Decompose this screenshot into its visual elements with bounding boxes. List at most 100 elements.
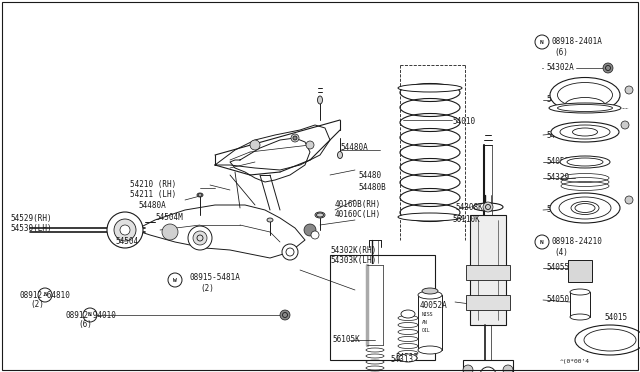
Circle shape [38, 288, 52, 302]
Text: ^(0*00'4: ^(0*00'4 [560, 359, 590, 365]
Circle shape [83, 308, 97, 322]
Bar [466, 265, 510, 280]
Text: OIL: OIL [422, 328, 431, 334]
Text: 40160B(RH): 40160B(RH) [335, 201, 381, 209]
Circle shape [107, 212, 143, 248]
Text: (4): (4) [554, 248, 568, 257]
Bar [330, 255, 435, 360]
Ellipse shape [549, 103, 621, 113]
Text: 54303K(LH): 54303K(LH) [330, 256, 376, 264]
Circle shape [463, 365, 473, 372]
Text: (6): (6) [554, 48, 568, 58]
Circle shape [291, 134, 299, 142]
Text: 08915-5481A: 08915-5481A [190, 273, 241, 282]
Polygon shape [230, 138, 310, 182]
Ellipse shape [418, 346, 442, 354]
Circle shape [193, 231, 207, 245]
Text: 40160C(LH): 40160C(LH) [335, 211, 381, 219]
Text: 54504: 54504 [115, 237, 138, 247]
Bar [568, 260, 592, 282]
Text: 54211 (LH): 54211 (LH) [130, 190, 176, 199]
Polygon shape [135, 205, 305, 258]
Ellipse shape [550, 193, 620, 223]
Ellipse shape [551, 122, 619, 142]
Text: 56110K: 56110K [452, 215, 480, 224]
Text: N: N [540, 240, 544, 244]
Text: 54010: 54010 [452, 118, 475, 126]
Circle shape [293, 136, 297, 140]
Circle shape [282, 244, 298, 260]
Text: AN: AN [422, 321, 428, 326]
Ellipse shape [197, 193, 203, 197]
Ellipse shape [473, 203, 503, 211]
Text: 54480A: 54480A [340, 142, 368, 151]
Ellipse shape [317, 96, 323, 104]
Circle shape [304, 224, 316, 236]
Circle shape [603, 63, 613, 73]
Circle shape [306, 141, 314, 149]
Text: NISS: NISS [422, 312, 433, 317]
Text: 54210 (RH): 54210 (RH) [130, 180, 176, 189]
Ellipse shape [570, 289, 590, 295]
Circle shape [621, 121, 629, 129]
Circle shape [483, 202, 493, 212]
Ellipse shape [560, 156, 610, 168]
Circle shape [250, 140, 260, 150]
Text: N: N [43, 292, 47, 298]
Text: 54308K: 54308K [455, 202, 483, 212]
Circle shape [280, 310, 290, 320]
Bar [470, 215, 506, 325]
Ellipse shape [267, 218, 273, 222]
Bar [418, 295, 442, 350]
Bar [463, 360, 513, 372]
Ellipse shape [401, 310, 415, 318]
Ellipse shape [337, 151, 342, 158]
Circle shape [311, 231, 319, 239]
Text: 54380: 54380 [546, 131, 569, 140]
Text: 40052A: 40052A [420, 301, 448, 310]
Text: W: W [173, 278, 177, 282]
Circle shape [114, 219, 136, 241]
Ellipse shape [570, 314, 590, 320]
Ellipse shape [399, 354, 417, 362]
Circle shape [188, 226, 212, 250]
Text: 54530(LH): 54530(LH) [10, 224, 52, 232]
Text: 54529(RH): 54529(RH) [10, 214, 52, 222]
Text: 56105K: 56105K [332, 336, 360, 344]
Ellipse shape [315, 212, 325, 218]
Circle shape [162, 224, 178, 240]
Text: 54313: 54313 [390, 356, 413, 365]
Circle shape [625, 86, 633, 94]
Ellipse shape [398, 213, 462, 221]
Text: (2): (2) [200, 283, 214, 292]
Text: 08918-2401A: 08918-2401A [552, 38, 603, 46]
Circle shape [535, 35, 549, 49]
Text: (2): (2) [30, 301, 44, 310]
Polygon shape [215, 125, 330, 170]
Bar [570, 292, 590, 317]
Text: 54313: 54313 [395, 353, 418, 362]
Circle shape [168, 273, 182, 287]
Text: 54302K(RH): 54302K(RH) [330, 246, 376, 254]
Text: 54480: 54480 [358, 170, 381, 180]
Text: 54050: 54050 [546, 295, 569, 305]
Ellipse shape [398, 84, 462, 92]
Text: 54480B: 54480B [358, 183, 386, 192]
Text: 08912-94010: 08912-94010 [65, 311, 116, 320]
Circle shape [120, 225, 130, 235]
Text: 54015: 54015 [604, 314, 627, 323]
Text: 54329: 54329 [546, 173, 569, 183]
Text: 08912-64810: 08912-64810 [20, 291, 71, 299]
Circle shape [503, 365, 513, 372]
Text: 54055: 54055 [546, 263, 569, 273]
Text: 54059: 54059 [546, 157, 569, 167]
Text: 54036: 54036 [546, 205, 569, 215]
Text: N: N [540, 39, 544, 45]
Text: 54302A: 54302A [546, 64, 573, 73]
Text: (6): (6) [78, 321, 92, 330]
Bar [466, 295, 510, 310]
Ellipse shape [418, 291, 442, 299]
Circle shape [535, 235, 549, 249]
Text: 08918-24210: 08918-24210 [552, 237, 603, 247]
Text: N: N [88, 312, 92, 317]
